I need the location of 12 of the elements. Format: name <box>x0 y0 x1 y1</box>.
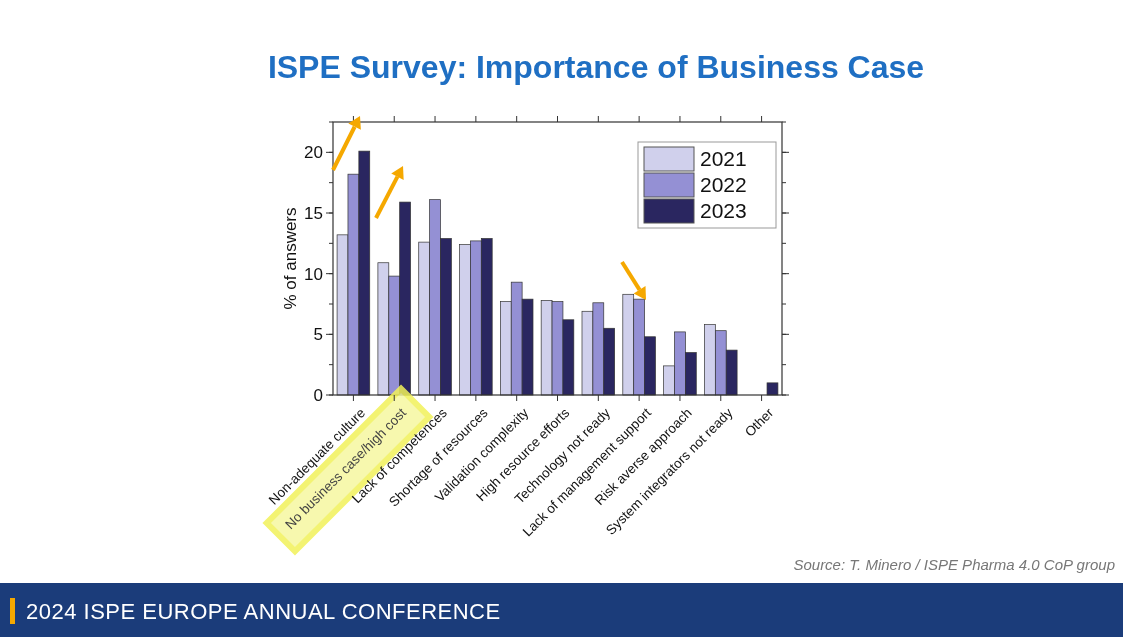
y-tick-label: 20 <box>304 143 323 163</box>
legend-label: 2022 <box>700 173 747 197</box>
y-axis-title: % of answers <box>281 207 300 310</box>
y-tick-label: 0 <box>313 385 323 405</box>
y-tick-label: 5 <box>313 325 323 345</box>
y-tick-label: 10 <box>304 264 323 284</box>
chart-title: ISPE Survey: Importance of Business Case <box>267 49 925 85</box>
legend-label: 2023 <box>700 199 747 223</box>
source-note: Source: T. Minero / ISPE Pharma 4.0 CoP group <box>793 556 1115 573</box>
y-tick-label: 15 <box>304 203 323 223</box>
legend-label: 2021 <box>700 147 747 171</box>
text: 2024 ISPE EUROPE ANNUAL CONFERENCE <box>26 599 501 624</box>
